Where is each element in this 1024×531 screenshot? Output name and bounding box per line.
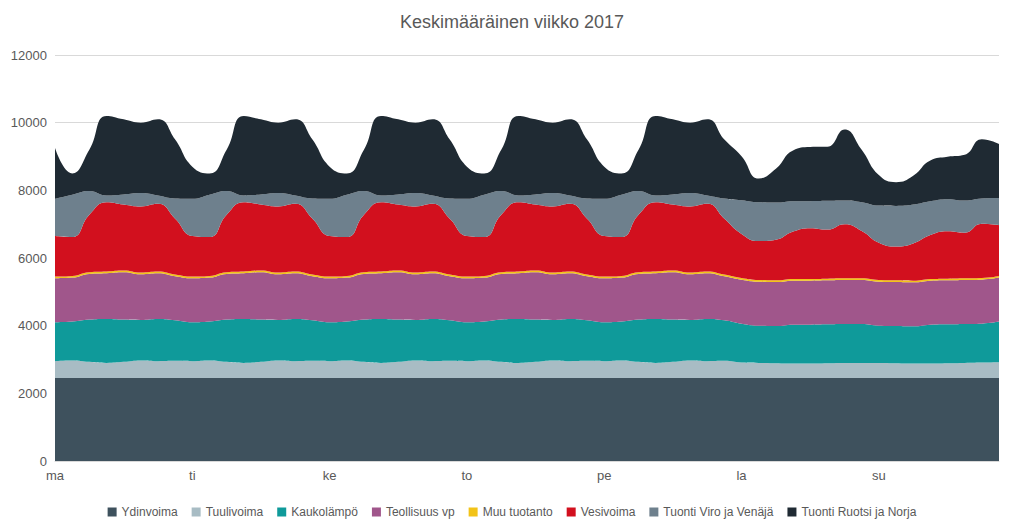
svg-text:12000: 12000: [11, 48, 47, 63]
svg-text:la: la: [736, 468, 747, 483]
svg-text:8000: 8000: [18, 183, 47, 198]
svg-text:Ydinvoima: Ydinvoima: [122, 505, 178, 519]
svg-text:ke: ke: [323, 468, 337, 483]
svg-text:ma: ma: [46, 468, 65, 483]
svg-text:Tuonti Ruotsi ja Norja: Tuonti Ruotsi ja Norja: [801, 505, 916, 519]
svg-text:0: 0: [40, 454, 47, 469]
svg-text:pe: pe: [597, 468, 611, 483]
svg-text:Teollisuus vp: Teollisuus vp: [386, 505, 455, 519]
svg-text:su: su: [872, 468, 886, 483]
svg-text:2000: 2000: [18, 386, 47, 401]
svg-text:Tuulivoima: Tuulivoima: [206, 505, 264, 519]
svg-text:Muu tuotanto: Muu tuotanto: [483, 505, 553, 519]
svg-text:Tuonti Viro ja Venäjä: Tuonti Viro ja Venäjä: [663, 505, 773, 519]
svg-text:4000: 4000: [18, 318, 47, 333]
svg-text:to: to: [462, 468, 473, 483]
svg-text:Keskimääräinen viikko 2017: Keskimääräinen viikko 2017: [400, 12, 624, 32]
svg-text:Kaukolämpö: Kaukolämpö: [291, 505, 358, 519]
svg-text:ti: ti: [189, 468, 196, 483]
svg-text:6000: 6000: [18, 251, 47, 266]
svg-text:10000: 10000: [11, 115, 47, 130]
svg-text:Vesivoima: Vesivoima: [581, 505, 636, 519]
